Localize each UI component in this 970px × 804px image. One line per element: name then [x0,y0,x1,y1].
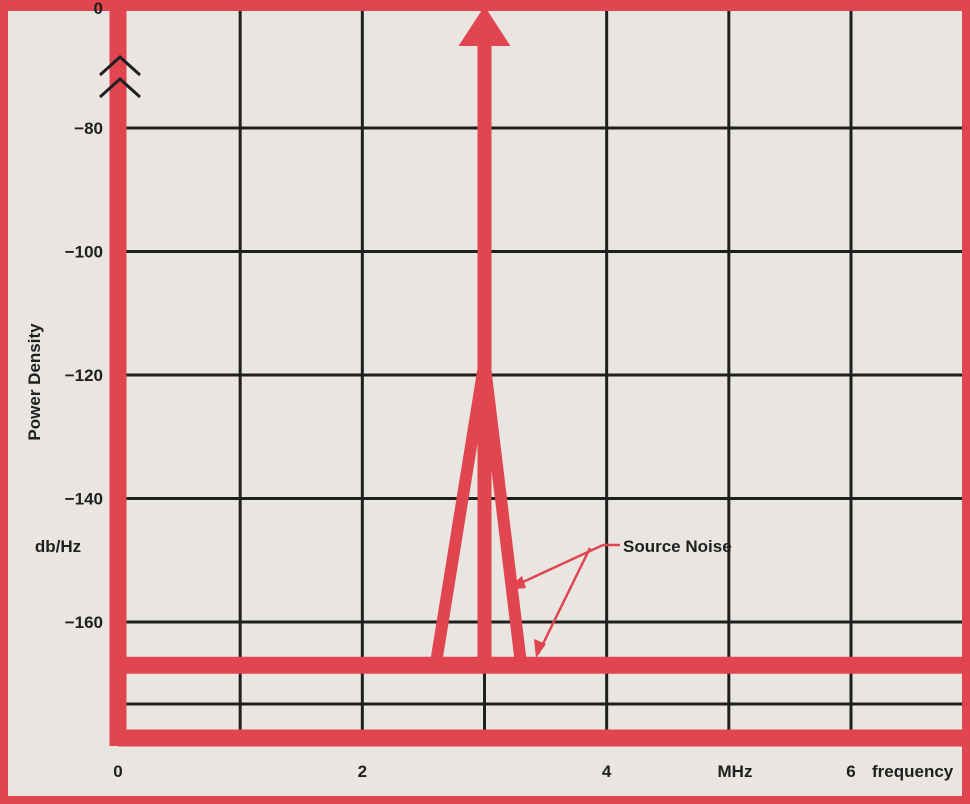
x-axis-unit: MHz [718,762,753,781]
x-tick-label: 6 [846,762,855,781]
y-axis-unit: db/Hz [35,537,81,556]
y-tick-label: −160 [65,613,103,632]
y-axis-label: Power Density [25,323,44,441]
y-tick-label: −140 [65,490,103,509]
x-tick-label: 2 [358,762,367,781]
annotation-label: Source Noise [623,537,732,556]
axis-break-mark [98,54,142,77]
annotations: Source Noise [506,537,732,658]
annotation-arrowhead [506,576,526,590]
noise-peak-rising-edge [429,361,491,667]
carrier-spike-arrowhead [458,6,511,46]
annotation-arrowhead [534,639,546,658]
y-tick-label: 0 [94,0,103,18]
axis-break-mark [98,76,142,99]
annotation-arrow [536,547,592,655]
x-tick-label: 4 [602,762,612,781]
x-axis-label: frequency [872,762,954,781]
tick-labels: 0 −80 −100 −120 −140 −160 0 2 4 6 MHz frequency Powe… [25,0,954,781]
series [118,6,970,674]
x-tick-label: 0 [113,762,122,781]
y-tick-label: −80 [74,119,103,138]
y-tick-label: −100 [65,243,103,262]
y-tick-label: −120 [65,366,103,385]
